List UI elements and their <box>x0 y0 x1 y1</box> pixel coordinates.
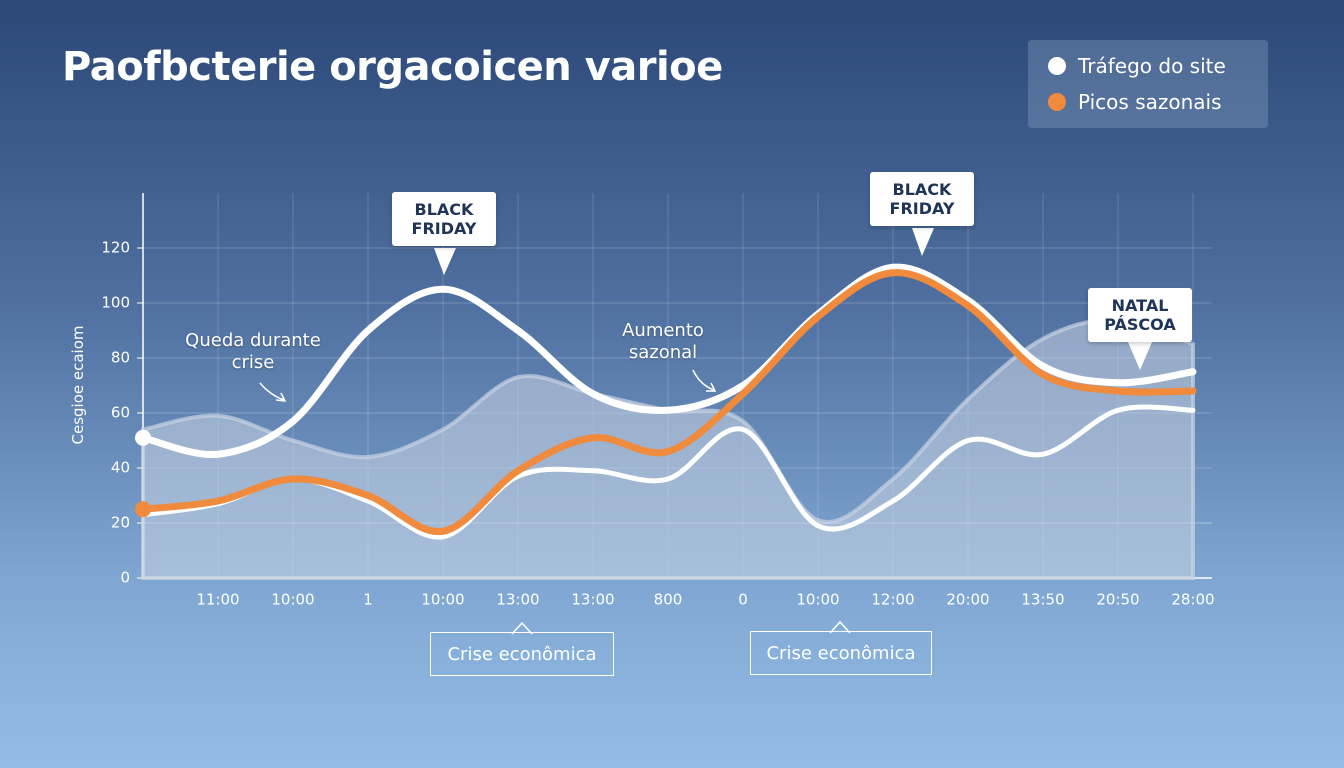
x-tick-label: 20:00 <box>946 591 989 609</box>
callout-pointer <box>912 228 934 256</box>
x-tick-label: 10:00 <box>796 591 839 609</box>
legend-entry: Tráfego do site <box>1048 54 1226 78</box>
callout-pointer <box>434 248 456 275</box>
legend: Tráfego do site Picos sazonais <box>1028 40 1268 128</box>
x-tick-label: 10:00 <box>271 591 314 609</box>
x-tick-label: 20:50 <box>1096 591 1139 609</box>
line <box>139 269 1197 535</box>
x-tick-label: 11:00 <box>196 591 239 609</box>
callout-pointer <box>511 621 533 635</box>
x-tick-label: 28:00 <box>1171 591 1214 609</box>
callout-pointer <box>1128 342 1152 370</box>
annotation: Aumento sazonal <box>622 320 704 363</box>
y-tick-label: 40 <box>111 459 130 477</box>
callout: BLACK FRIDAY <box>870 172 974 226</box>
y-tick-label: 60 <box>111 404 130 422</box>
annotation-box: Crise econômica <box>750 631 932 675</box>
y-tick-label: 20 <box>111 514 130 532</box>
x-tick-label: 0 <box>738 591 748 609</box>
y-tick-label: 100 <box>101 294 130 312</box>
y-axis-label: Cesgioe ecaiom <box>69 325 87 445</box>
x-tick-label: 13:00 <box>571 591 614 609</box>
line <box>139 263 1197 458</box>
annotation-box: Crise econômica <box>430 632 614 676</box>
x-tick-label: 10:00 <box>421 591 464 609</box>
y-tick-label: 120 <box>101 239 130 257</box>
x-tick-label: 13:00 <box>496 591 539 609</box>
y-tick-label: 0 <box>120 514 130 532</box>
legend-label: Tráfego do site <box>1078 54 1226 78</box>
x-tick-label: 800 <box>654 591 683 609</box>
legend-swatch <box>1048 93 1066 111</box>
legend-label: Picos sazonais <box>1078 90 1222 114</box>
arrow <box>692 369 717 392</box>
chart-title: Paofbcterie orgacoicen varioe <box>62 44 723 90</box>
x-tick-label: 13:50 <box>1021 591 1064 609</box>
callout-pointer <box>829 620 851 634</box>
callout: NATAL PÁSCOA <box>1088 288 1192 342</box>
legend-swatch <box>1048 57 1066 75</box>
legend-entry: Picos sazonais <box>1048 90 1222 114</box>
arrow <box>259 382 287 402</box>
callout: BLACK FRIDAY <box>392 192 496 246</box>
y-tick-label: 80 <box>111 349 130 367</box>
y-tick-label: 0 <box>120 569 130 587</box>
annotation: Queda durante crise <box>185 330 321 373</box>
x-tick-label: 1 <box>363 591 373 609</box>
point <box>135 429 151 446</box>
x-tick-label: 12:00 <box>871 591 914 609</box>
point <box>135 501 151 518</box>
